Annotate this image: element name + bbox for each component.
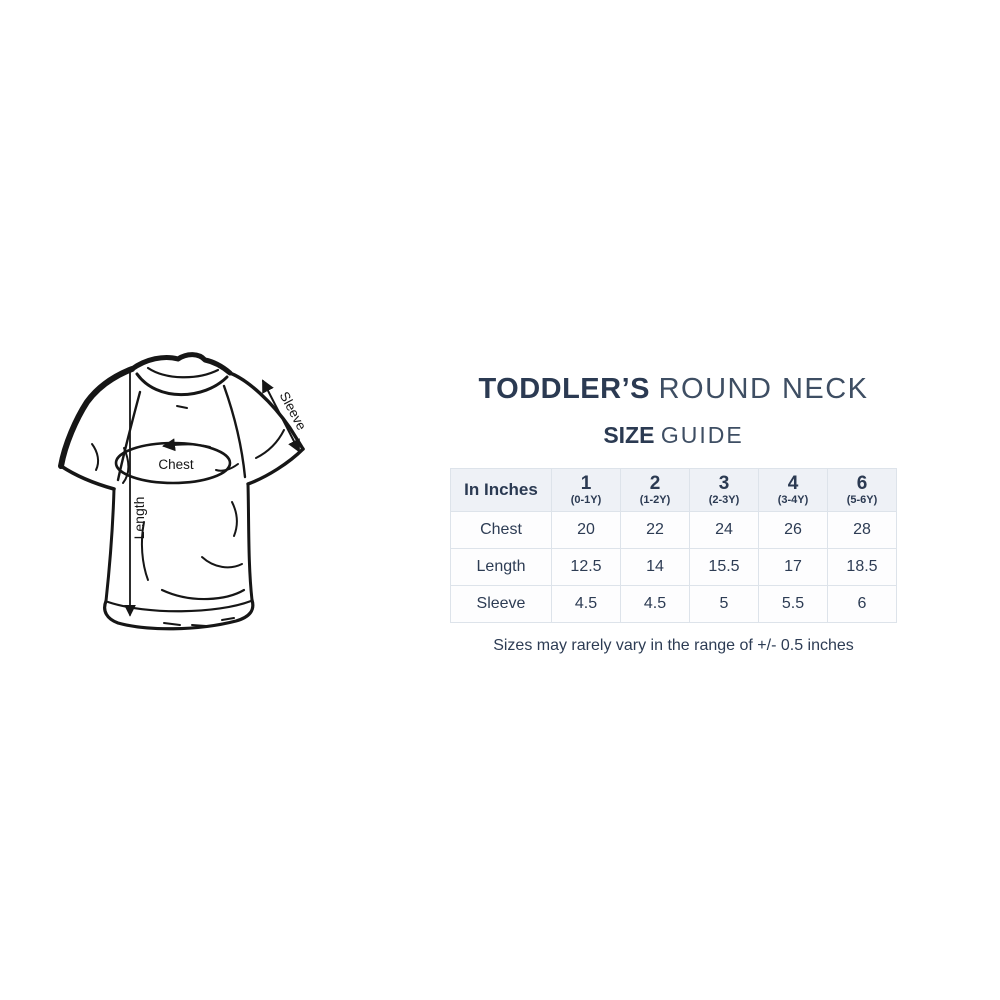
table-cell: 4.5 — [620, 585, 690, 623]
table-row-sleeve: Sleeve 4.5 4.5 5 5.5 6 — [450, 585, 897, 623]
table-cell: 22 — [620, 511, 690, 549]
table-cell: 20 — [551, 511, 621, 549]
table-cell: 5.5 — [758, 585, 828, 623]
table-cell: 28 — [827, 511, 897, 549]
page-title-bold: TODDLER’S — [478, 373, 650, 405]
page-subtitle-bold: SIZE — [603, 422, 655, 448]
table-cell: 6 — [827, 585, 897, 623]
page-title-light: ROUND NECK — [658, 373, 869, 405]
page-subtitle: SIZE GUIDE — [450, 424, 897, 447]
unit-header-label: In Inches — [464, 480, 538, 499]
length-measure-label: Length — [131, 497, 147, 540]
size-table-header-row: In Inches 1 (0-1Y) 2 (1-2Y) 3 (2-3Y) 4 — [450, 468, 897, 512]
chest-measure-label: Chest — [158, 457, 194, 472]
table-cell: 5 — [689, 585, 759, 623]
size-column-header: 6 (5-6Y) — [827, 468, 897, 512]
table-cell: 15.5 — [689, 548, 759, 586]
size-number: 3 — [718, 472, 730, 494]
size-number: 1 — [580, 472, 592, 494]
size-age-range: (3-4Y) — [777, 493, 809, 506]
size-age-range: (1-2Y) — [639, 493, 671, 506]
size-column-header: 1 (0-1Y) — [551, 468, 621, 512]
table-row-length: Length 12.5 14 15.5 17 18.5 — [450, 548, 897, 586]
unit-header-cell: In Inches — [450, 468, 552, 512]
table-cell: 17 — [758, 548, 828, 586]
table-cell: 4.5 — [551, 585, 621, 623]
size-guide-panel: TODDLER’S ROUND NECK SIZE GUIDE In Inche… — [450, 375, 897, 655]
size-column-header: 3 (2-3Y) — [689, 468, 759, 512]
size-age-range: (0-1Y) — [570, 493, 602, 506]
page-title: TODDLER’S ROUND NECK — [450, 375, 897, 404]
size-age-range: (2-3Y) — [708, 493, 740, 506]
row-label: Length — [450, 548, 552, 586]
size-number: 4 — [787, 472, 799, 494]
table-cell: 14 — [620, 548, 690, 586]
size-variance-note: Sizes may rarely vary in the range of +/… — [493, 637, 854, 654]
size-column-header: 4 (3-4Y) — [758, 468, 828, 512]
sleeve-measure-label: Sleeve — [277, 389, 310, 432]
row-label: Sleeve — [450, 585, 552, 623]
table-row-chest: Chest 20 22 24 26 28 — [450, 511, 897, 549]
page-subtitle-light: GUIDE — [660, 422, 744, 448]
tshirt-measurement-diagram: Chest Length Sleeve — [52, 352, 312, 642]
table-cell: 12.5 — [551, 548, 621, 586]
size-age-range: (5-6Y) — [846, 493, 878, 506]
size-column-header: 2 (1-2Y) — [620, 468, 690, 512]
row-label: Chest — [450, 511, 552, 549]
size-number: 6 — [856, 472, 868, 494]
size-number: 2 — [649, 472, 661, 494]
table-cell: 18.5 — [827, 548, 897, 586]
table-cell: 26 — [758, 511, 828, 549]
tshirt-line-art-icon: Chest Length Sleeve — [58, 352, 310, 631]
size-table: In Inches 1 (0-1Y) 2 (1-2Y) 3 (2-3Y) 4 — [450, 468, 897, 623]
table-cell: 24 — [689, 511, 759, 549]
